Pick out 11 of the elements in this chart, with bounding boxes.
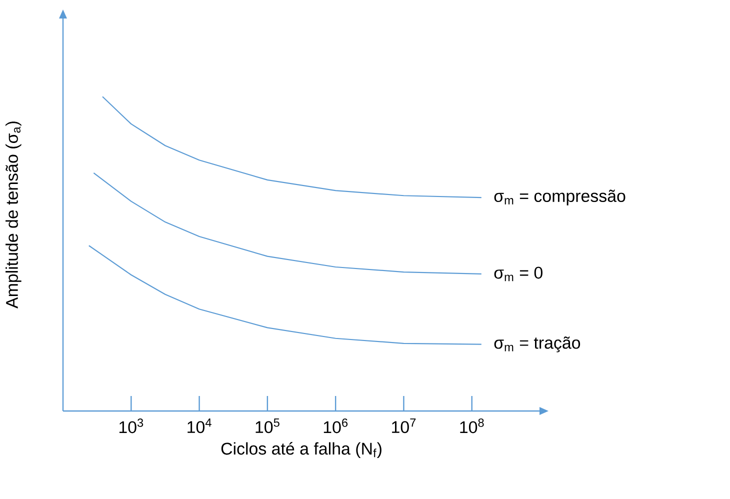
x-tick-label: 10$^{4}$	[188, 418, 212, 434]
x-tick-label: 10$^{3}$	[119, 418, 144, 434]
series-label: σ$_{m}$ = compressão	[494, 190, 626, 206]
series-label: σ$_{m}$ = 0	[494, 266, 542, 282]
series-label: σ$_{m}$ = tração	[494, 336, 580, 352]
y-axis-title: Amplitude de tensão (σ$_{a}$)	[6, 122, 22, 308]
x-axis-title: Ciclos até a falha (N$_{f}$)	[221, 442, 382, 458]
x-tick-label: 10$^{5}$	[256, 418, 280, 434]
x-tick-label: 10$^{7}$	[392, 418, 416, 434]
x-tick-label: 10$^{8}$	[460, 418, 484, 434]
x-tick-label: 10$^{6}$	[324, 418, 348, 434]
